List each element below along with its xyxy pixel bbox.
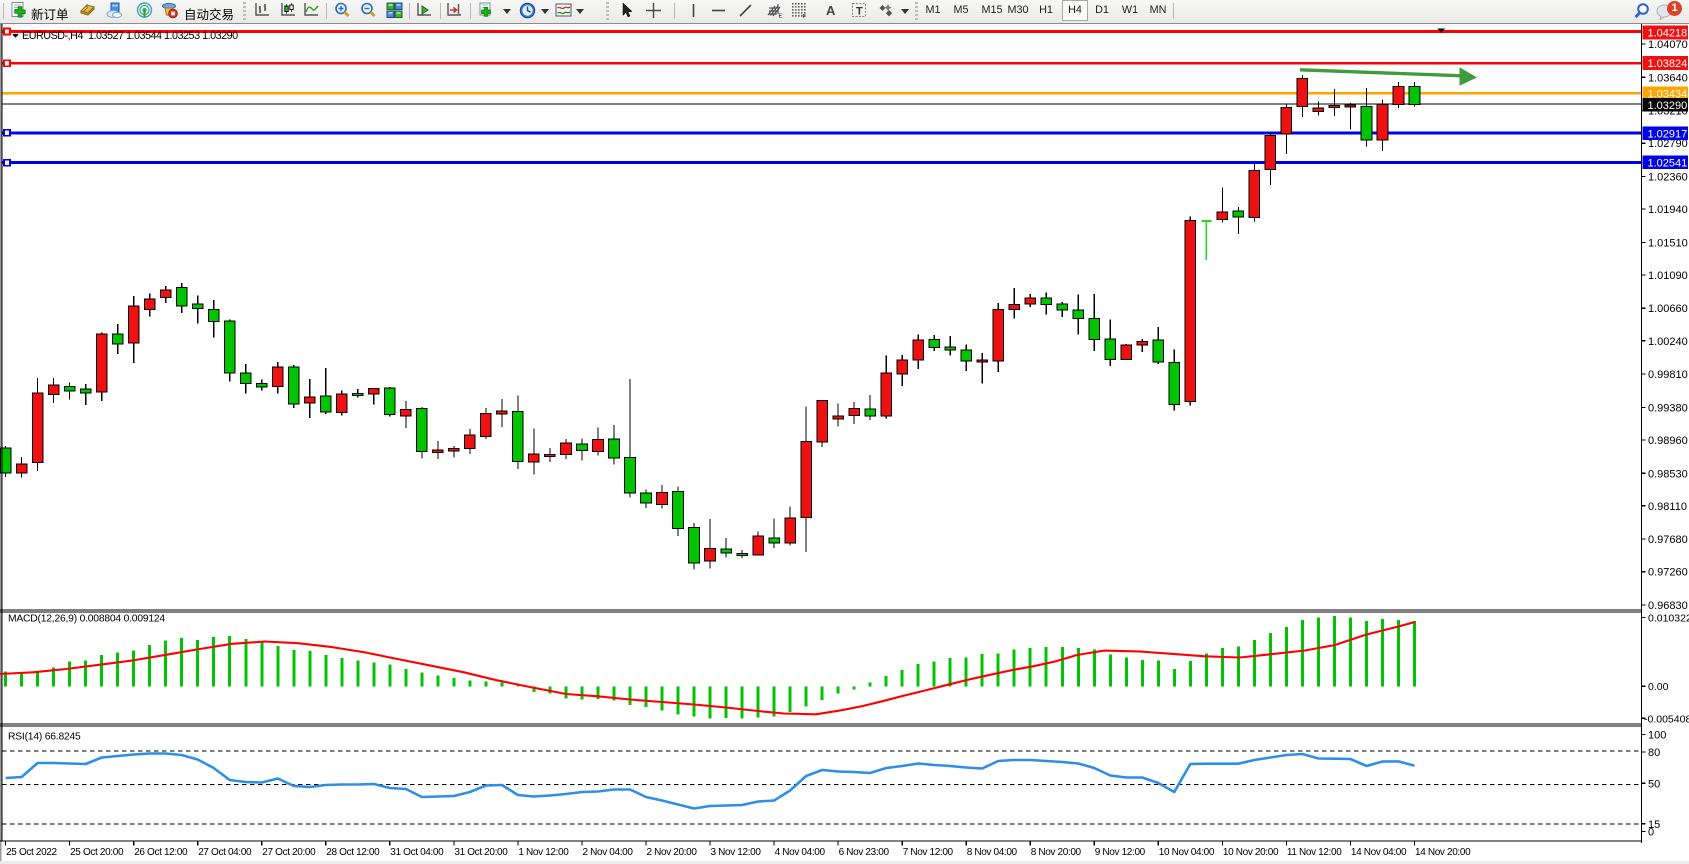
svg-text:1 Nov 12:00: 1 Nov 12:00	[518, 847, 569, 858]
svg-text:1.01510: 1.01510	[1648, 237, 1688, 249]
svg-text:1.04218: 1.04218	[1648, 28, 1688, 40]
svg-text:1.02917: 1.02917	[1648, 129, 1688, 141]
svg-text:31 Oct 04:00: 31 Oct 04:00	[390, 847, 444, 858]
svg-text:50: 50	[1648, 778, 1660, 790]
svg-text:25 Oct 20:00: 25 Oct 20:00	[70, 847, 124, 858]
svg-text:31 Oct 20:00: 31 Oct 20:00	[454, 847, 508, 858]
svg-text:25 Oct 2022: 25 Oct 2022	[6, 847, 57, 858]
svg-text:9 Nov 12:00: 9 Nov 12:00	[1095, 847, 1146, 858]
svg-text:0.96830: 0.96830	[1648, 600, 1688, 612]
svg-text:0.99810: 0.99810	[1648, 369, 1688, 381]
svg-text:1.03824: 1.03824	[1648, 58, 1688, 70]
svg-text:1.03640: 1.03640	[1648, 72, 1688, 84]
svg-text:11 Nov 12:00: 11 Nov 12:00	[1287, 847, 1342, 858]
svg-text:4 Nov 04:00: 4 Nov 04:00	[775, 847, 826, 858]
svg-text:0.99380: 0.99380	[1648, 402, 1688, 414]
svg-text:14 Nov 04:00: 14 Nov 04:00	[1351, 847, 1407, 858]
svg-text:0.97260: 0.97260	[1648, 567, 1688, 579]
svg-text:1.01940: 1.01940	[1648, 204, 1688, 216]
svg-text:10 Nov 20:00: 10 Nov 20:00	[1223, 847, 1279, 858]
svg-text:2 Nov 20:00: 2 Nov 20:00	[647, 847, 698, 858]
svg-text:0.98530: 0.98530	[1648, 468, 1688, 480]
svg-text:0.97680: 0.97680	[1648, 534, 1688, 546]
svg-text:28 Oct 12:00: 28 Oct 12:00	[326, 847, 380, 858]
svg-text:F: F	[803, 14, 807, 19]
svg-text:1.03434: 1.03434	[1648, 88, 1688, 100]
svg-text:1.02360: 1.02360	[1648, 172, 1688, 184]
svg-text:15: 15	[1648, 819, 1660, 831]
svg-text:8 Nov 04:00: 8 Nov 04:00	[967, 847, 1018, 858]
svg-text:0.98110: 0.98110	[1648, 501, 1687, 513]
svg-text:0.010322: 0.010322	[1648, 612, 1689, 624]
svg-text:14 Nov 20:00: 14 Nov 20:00	[1415, 847, 1471, 858]
svg-text:27 Oct 20:00: 27 Oct 20:00	[262, 847, 316, 858]
svg-text:1.03290: 1.03290	[1648, 100, 1688, 112]
svg-text:26 Oct 12:00: 26 Oct 12:00	[134, 847, 188, 858]
svg-text:1.00660: 1.00660	[1648, 303, 1688, 315]
svg-text:0.00: 0.00	[1648, 681, 1669, 693]
svg-text:1.02541: 1.02541	[1648, 158, 1688, 170]
svg-text:T: T	[856, 6, 863, 18]
svg-text:1.00240: 1.00240	[1648, 336, 1688, 348]
svg-text:100: 100	[1648, 730, 1666, 742]
svg-text:0.98960: 0.98960	[1648, 435, 1688, 447]
svg-text:10 Nov 04:00: 10 Nov 04:00	[1159, 847, 1215, 858]
svg-text:1.02790: 1.02790	[1648, 138, 1688, 150]
svg-text:80: 80	[1648, 747, 1660, 759]
svg-text:3 Nov 12:00: 3 Nov 12:00	[711, 847, 762, 858]
svg-text:EURUSD-,H4 1.03527 1.03544 1.: EURUSD-,H4 1.03527 1.03544 1.03253 1.032…	[22, 30, 238, 42]
svg-text:8 Nov 20:00: 8 Nov 20:00	[1031, 847, 1082, 858]
svg-text:27 Oct 04:00: 27 Oct 04:00	[198, 847, 252, 858]
svg-text:RSI(14) 66.8245: RSI(14) 66.8245	[8, 732, 81, 743]
svg-text:1.01090: 1.01090	[1648, 270, 1688, 282]
svg-text:-0.005408: -0.005408	[1644, 713, 1689, 725]
svg-text:7 Nov 12:00: 7 Nov 12:00	[903, 847, 954, 858]
svg-text:6 Nov 23:00: 6 Nov 23:00	[839, 847, 890, 858]
svg-text:E: E	[779, 14, 783, 20]
svg-text:0: 0	[1648, 827, 1654, 839]
svg-text:MACD(12,26,9) 0.008804 0.00912: MACD(12,26,9) 0.008804 0.009124	[8, 614, 165, 625]
svg-text:1.04070: 1.04070	[1648, 39, 1688, 51]
svg-text:2 Nov 04:00: 2 Nov 04:00	[583, 847, 634, 858]
